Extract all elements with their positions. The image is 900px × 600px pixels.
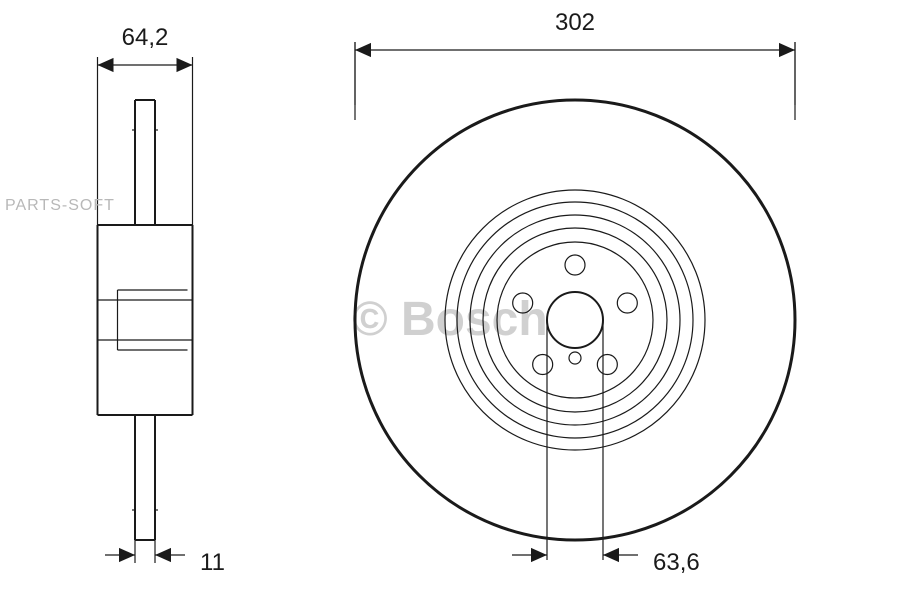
- watermark-layer: © Bosch: [352, 293, 547, 346]
- bosch-watermark: © Bosch: [352, 293, 547, 346]
- parts-watermark-layer: PARTS-SOFT: [5, 197, 115, 214]
- dim-bore-diameter: 63,6: [653, 549, 700, 576]
- dim-disc-thickness: 11: [200, 549, 225, 576]
- dim-flange-width: 64,2: [122, 24, 169, 51]
- dim-outer-diameter: 302: [555, 9, 595, 36]
- technical-drawing: © Bosch 64,2 11 302 63,6 PARTS-SOFT: [0, 0, 900, 600]
- side-view: [98, 100, 193, 540]
- parts-soft-watermark: PARTS-SOFT: [5, 197, 115, 214]
